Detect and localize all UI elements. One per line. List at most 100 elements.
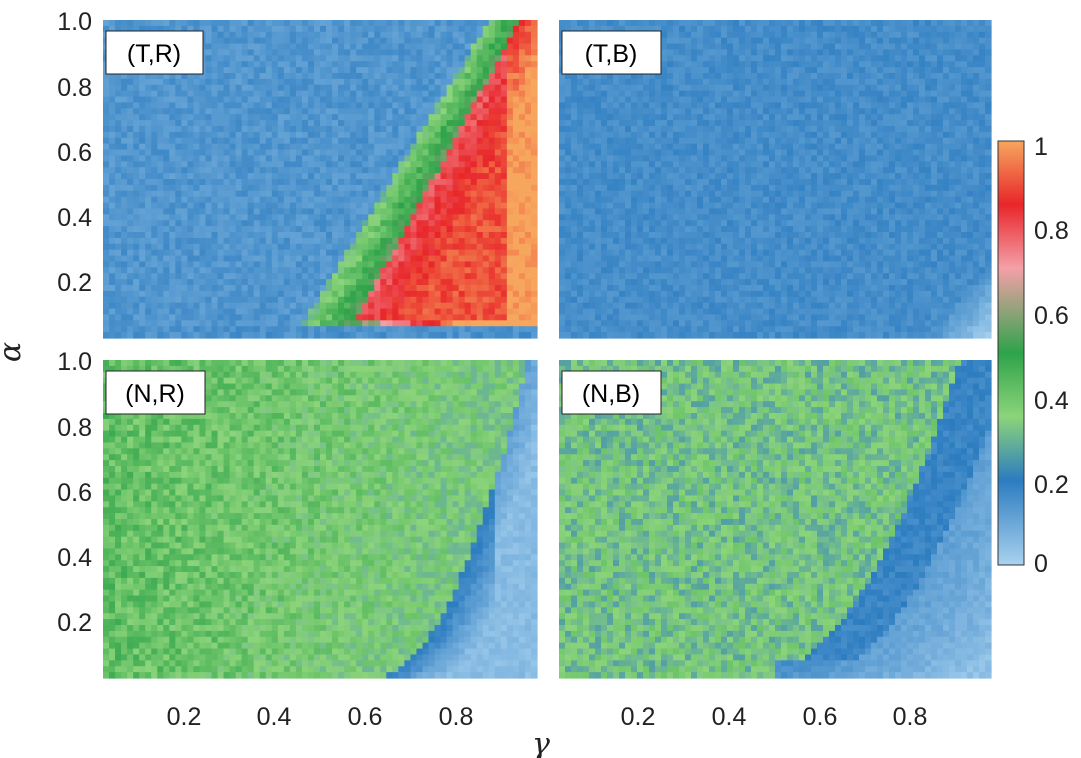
heatmap-cell [470, 114, 478, 121]
heatmap-cell [386, 161, 393, 168]
heatmap-cell [488, 126, 496, 133]
heatmap-cell [127, 267, 134, 274]
heatmap-cell [607, 96, 614, 104]
heatmap-cell [488, 214, 496, 221]
heatmap-cell [673, 37, 680, 45]
heatmap-cell [320, 120, 327, 127]
heatmap-cell [307, 78, 315, 86]
heatmap-cell [157, 190, 164, 198]
heatmap-cell [500, 267, 508, 274]
heatmap-cell [422, 190, 430, 198]
heatmap-cell [931, 67, 938, 74]
heatmap-cell [859, 55, 866, 62]
heatmap-cell [488, 279, 496, 286]
heatmap-cell [428, 20, 436, 27]
heatmap-cell [476, 196, 484, 204]
heatmap-cell [416, 149, 424, 157]
heatmap-cell [440, 226, 448, 233]
heatmap-cell [524, 155, 532, 162]
heatmap-cell [446, 296, 454, 304]
heatmap-cell [151, 131, 158, 139]
heatmap-cell [805, 37, 812, 45]
heatmap-cell [277, 25, 285, 33]
heatmap-cell [410, 78, 418, 86]
heatmap-cell [751, 67, 758, 74]
heatmap-cell [277, 232, 285, 239]
heatmap-cell [193, 167, 201, 174]
heatmap-cell [775, 61, 782, 68]
heatmap-cell [289, 184, 297, 192]
heatmap-cell [781, 84, 788, 92]
heatmap-cell [434, 90, 442, 98]
heatmap-cell [434, 308, 442, 316]
heatmap-cell [985, 96, 992, 104]
heatmap-cell [518, 296, 526, 304]
heatmap-cell [199, 332, 207, 339]
heatmap-cell [925, 43, 932, 51]
heatmap-cell [133, 285, 140, 292]
heatmap-cell [374, 126, 381, 133]
heatmap-cell [500, 120, 508, 127]
heatmap-cell [524, 208, 532, 215]
heatmap-cell [247, 302, 255, 310]
heatmap-cell [428, 167, 436, 174]
heatmap-cell [757, 102, 764, 109]
heatmap-cell [488, 290, 496, 298]
heatmap-cell [301, 261, 309, 268]
heatmap-cell [787, 102, 794, 109]
heatmap-cell [247, 84, 255, 92]
heatmap-cell [865, 31, 872, 39]
heatmap-cell [865, 67, 872, 74]
heatmap-cell [247, 96, 255, 104]
heatmap-cell [157, 255, 164, 263]
heatmap-cell [386, 190, 393, 198]
heatmap-cell [883, 96, 890, 104]
heatmap-cell [673, 73, 680, 80]
heatmap-cell [247, 237, 255, 245]
heatmap-cell [655, 108, 662, 115]
heatmap-cell [307, 173, 315, 180]
heatmap-cell [187, 114, 195, 121]
heatmap-cell [595, 90, 602, 98]
heatmap-cell [109, 249, 116, 257]
heatmap-cell [524, 179, 532, 186]
heatmap-cell [470, 202, 478, 210]
heatmap-cell [229, 267, 237, 274]
heatmap-cell [109, 131, 116, 139]
heatmap-cell [283, 184, 291, 192]
heatmap-cell [271, 179, 279, 186]
heatmap-cell [187, 261, 195, 268]
heatmap-cell [253, 308, 261, 316]
heatmap-cell [524, 326, 532, 333]
heatmap-cell [368, 43, 375, 51]
heatmap-cell [253, 37, 261, 45]
heatmap-cell [506, 314, 514, 321]
heatmap-cell [338, 173, 345, 180]
heatmap-cell [332, 320, 339, 327]
heatmap-cell [241, 214, 249, 221]
heatmap-cell [506, 173, 514, 180]
heatmap-cell [109, 90, 116, 98]
heatmap-cell [410, 155, 418, 162]
heatmap-cell [169, 137, 176, 145]
heatmap-cell [295, 179, 303, 186]
heatmap-cell [271, 37, 279, 45]
heatmap-cell [446, 273, 454, 280]
heatmap-cell [139, 120, 146, 127]
heatmap-cell [259, 161, 267, 168]
heatmap-cell [410, 96, 418, 104]
heatmap-cell [283, 314, 291, 321]
heatmap-cell [103, 20, 110, 27]
heatmap-cell [392, 237, 399, 245]
heatmap-cell [404, 49, 412, 56]
heatmap-cell [326, 137, 333, 145]
heatmap-cell [265, 120, 273, 127]
heatmap-cell [458, 149, 466, 157]
heatmap-cell [326, 308, 333, 316]
heatmap-cell [145, 326, 152, 333]
heatmap-cell [452, 20, 460, 27]
heatmap-cell [494, 249, 502, 257]
heatmap-cell [416, 184, 424, 192]
heatmap-cell [410, 190, 418, 198]
heatmap-cell [943, 96, 950, 104]
